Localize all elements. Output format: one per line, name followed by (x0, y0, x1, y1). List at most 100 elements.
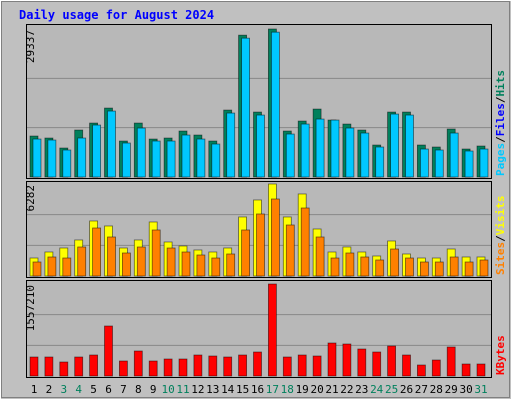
bar (464, 150, 474, 178)
bar (77, 137, 87, 178)
legend-entry: Files (494, 103, 507, 136)
x-tick-label: 2 (46, 383, 53, 396)
bar (342, 343, 352, 377)
bar (345, 252, 355, 277)
bar (196, 138, 206, 178)
legend-entry: Visits (494, 196, 507, 236)
bar (122, 252, 131, 277)
bar (402, 354, 411, 377)
bar (270, 198, 280, 277)
x-tick-label: 25 (385, 383, 398, 396)
x-tick-label: 9 (150, 383, 157, 396)
bar (387, 345, 397, 377)
x-tick-label: 22 (340, 383, 353, 396)
y-tick-label: 29337 (24, 30, 37, 63)
bar (360, 256, 370, 277)
bar (122, 142, 131, 178)
bar (62, 149, 72, 178)
bar (226, 112, 236, 178)
x-tick-label: 28 (430, 383, 443, 396)
bar (62, 257, 72, 277)
bar (151, 229, 161, 277)
bar (89, 354, 98, 377)
bar (419, 261, 429, 277)
bar (419, 148, 429, 178)
bar (416, 364, 426, 377)
x-tick-label: 6 (105, 383, 112, 396)
bar (449, 256, 459, 277)
bar (47, 139, 57, 178)
bar (270, 31, 280, 178)
x-tick-label: 3 (60, 383, 67, 396)
bar (166, 140, 176, 178)
bar (315, 118, 325, 178)
x-tick-label: 8 (135, 383, 142, 396)
bar (107, 110, 116, 178)
bar (136, 127, 146, 178)
x-tick-label: 13 (206, 383, 219, 396)
legend: Pages/Files/Hits (494, 70, 507, 176)
bar (196, 254, 206, 277)
legend-separator: / (494, 235, 507, 242)
bar (166, 247, 176, 277)
x-tick-label: 11 (176, 383, 189, 396)
x-tick-label: 12 (191, 383, 204, 396)
bar (300, 207, 310, 277)
bar (375, 146, 385, 178)
bar (390, 113, 400, 178)
legend-entry: Pages (494, 143, 507, 176)
bar (193, 354, 203, 377)
bar (181, 134, 191, 178)
bar (285, 224, 295, 277)
bar (446, 346, 456, 377)
bar (267, 283, 277, 377)
bar (151, 140, 161, 178)
bar (47, 256, 57, 277)
x-tick-label: 17 (266, 383, 279, 396)
x-tick-label: 23 (355, 383, 368, 396)
x-tick-label: 20 (310, 383, 323, 396)
bar (327, 342, 337, 377)
legend: Sites/Visits (494, 196, 507, 276)
bar (107, 236, 116, 277)
bar (300, 123, 310, 178)
legend-entry: Sites (494, 242, 507, 275)
bar (241, 229, 251, 277)
bar (330, 119, 340, 178)
bar (405, 257, 414, 277)
x-tick-label: 31 (474, 383, 487, 396)
legend-separator: / (494, 96, 507, 103)
bar (434, 149, 444, 178)
bar (44, 356, 54, 377)
x-tick-label: 19 (296, 383, 309, 396)
bar (461, 363, 471, 377)
x-tick-label: 21 (325, 383, 338, 396)
x-tick-label: 29 (445, 383, 458, 396)
x-tick-label: 5 (90, 383, 97, 396)
bar (133, 350, 143, 377)
bar (226, 253, 236, 277)
bar (77, 246, 87, 277)
bar (148, 360, 158, 377)
x-tick-label: 4 (75, 383, 82, 396)
bar (104, 325, 113, 377)
x-tick-label: 24 (370, 383, 384, 396)
bar (253, 351, 262, 377)
bar (29, 356, 39, 377)
x-tick-label: 15 (236, 383, 249, 396)
bar (223, 356, 233, 377)
chart-title: Daily usage for August 2024 (19, 8, 214, 22)
bar (163, 358, 173, 377)
bar (315, 236, 325, 277)
bar (208, 355, 218, 377)
x-tick-label: 16 (251, 383, 264, 396)
x-tick-label: 27 (415, 383, 428, 396)
bar (178, 358, 188, 377)
bar (256, 114, 265, 178)
bar (449, 132, 459, 178)
bar (312, 355, 322, 377)
bar (32, 138, 42, 178)
bar (282, 356, 292, 377)
bar (360, 132, 370, 178)
